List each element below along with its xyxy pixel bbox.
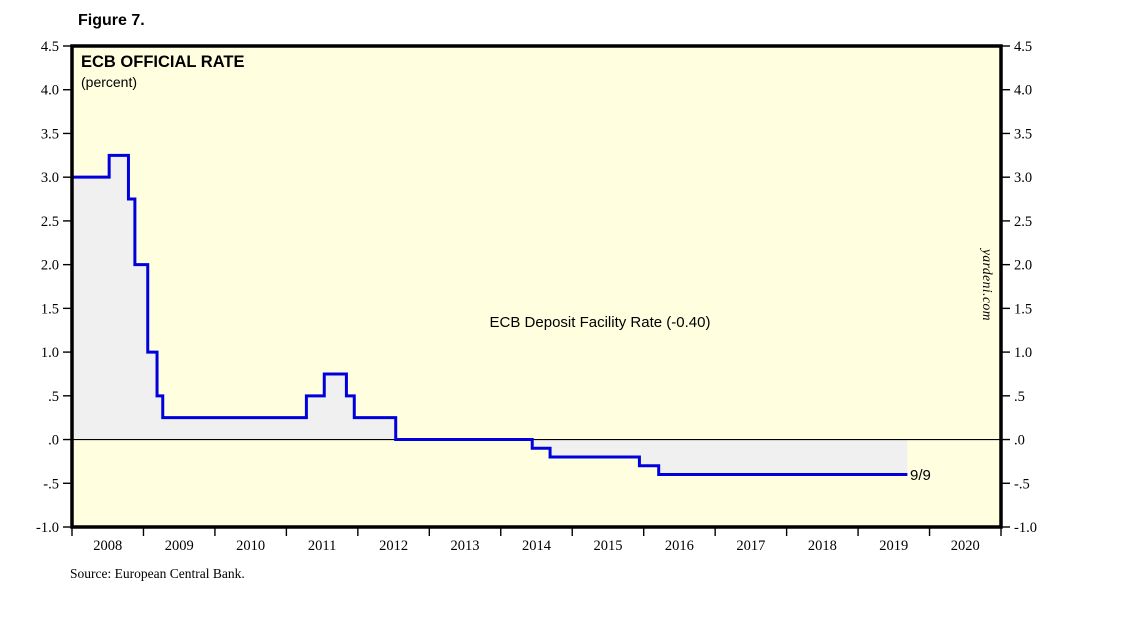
y-axis-label-right: .5 [1014,389,1025,405]
chart-frame-layer [70,44,1003,529]
x-axis-label: 2015 [593,538,622,554]
y-axis-label-right: 1.0 [1014,345,1032,361]
x-axis-label: 2012 [379,538,408,554]
y-axis-label-left: 1.0 [41,345,59,361]
y-axis-label-right: 3.0 [1014,170,1032,186]
y-axis-label-right: -1.0 [1014,520,1037,536]
y-axis-label-left: 3.0 [41,170,59,186]
y-axis-label-left: 2.5 [41,214,59,230]
watermark: yardeni.com [980,247,995,321]
y-axis-label-left: -1.0 [36,520,59,536]
y-axis-label-left: .0 [48,433,59,449]
x-axis-label: 2020 [951,538,980,554]
chart-subtitle: (percent) [81,74,137,90]
x-axis-label: 2010 [236,538,265,554]
area-fill [72,155,908,475]
y-axis-label-right: -.5 [1014,476,1030,492]
y-axis-label-right: 4.0 [1014,83,1032,99]
x-axis-label: 2016 [665,538,694,554]
chart-title: ECB OFFICIAL RATE [81,53,244,71]
y-axis-label-right: .0 [1014,433,1025,449]
x-axis-label: 2008 [93,538,122,554]
y-axis-label-left: 1.5 [41,301,59,317]
y-axis-label-right: 1.5 [1014,301,1032,317]
x-axis-label: 2009 [165,538,194,554]
source-note: Source: European Central Bank. [70,566,245,581]
plot-border [70,44,1003,529]
y-axis-label-right: 3.5 [1014,126,1032,142]
x-axis-label: 2011 [308,538,336,554]
y-axis-label-right: 2.5 [1014,214,1032,230]
rate-line [72,153,908,477]
x-axis-label: 2013 [451,538,480,554]
chart-axes-layer: 4.5 4.5 4.0 4.0 3.5 3.5 3.0 3.0 2.5 2.5 2.0 2.0 1.5 1… [36,39,1037,554]
last-point-date-label: 9/9 [910,467,931,484]
y-axis-label-right: 4.5 [1014,39,1032,55]
y-axis-label-left: -.5 [43,476,59,492]
x-axis-label: 2014 [522,538,552,554]
y-axis-label-left: 4.5 [41,39,59,55]
y-axis-label-right: 2.0 [1014,258,1032,274]
chart-background-layer [72,46,1001,527]
x-axis-label: 2018 [808,538,837,554]
chart-data-layer [72,153,1001,477]
y-axis-label-left: 4.0 [41,83,59,99]
figure-label: Figure 7. [78,12,145,29]
y-axis-label-left: 2.0 [41,258,59,274]
x-axis-label: 2017 [736,538,765,554]
y-axis-label-left: 3.5 [41,126,59,142]
x-axis-label: 2019 [879,538,908,554]
y-axis-label-left: .5 [48,389,59,405]
series-annotation: ECB Deposit Facility Rate (-0.40) [490,314,711,331]
